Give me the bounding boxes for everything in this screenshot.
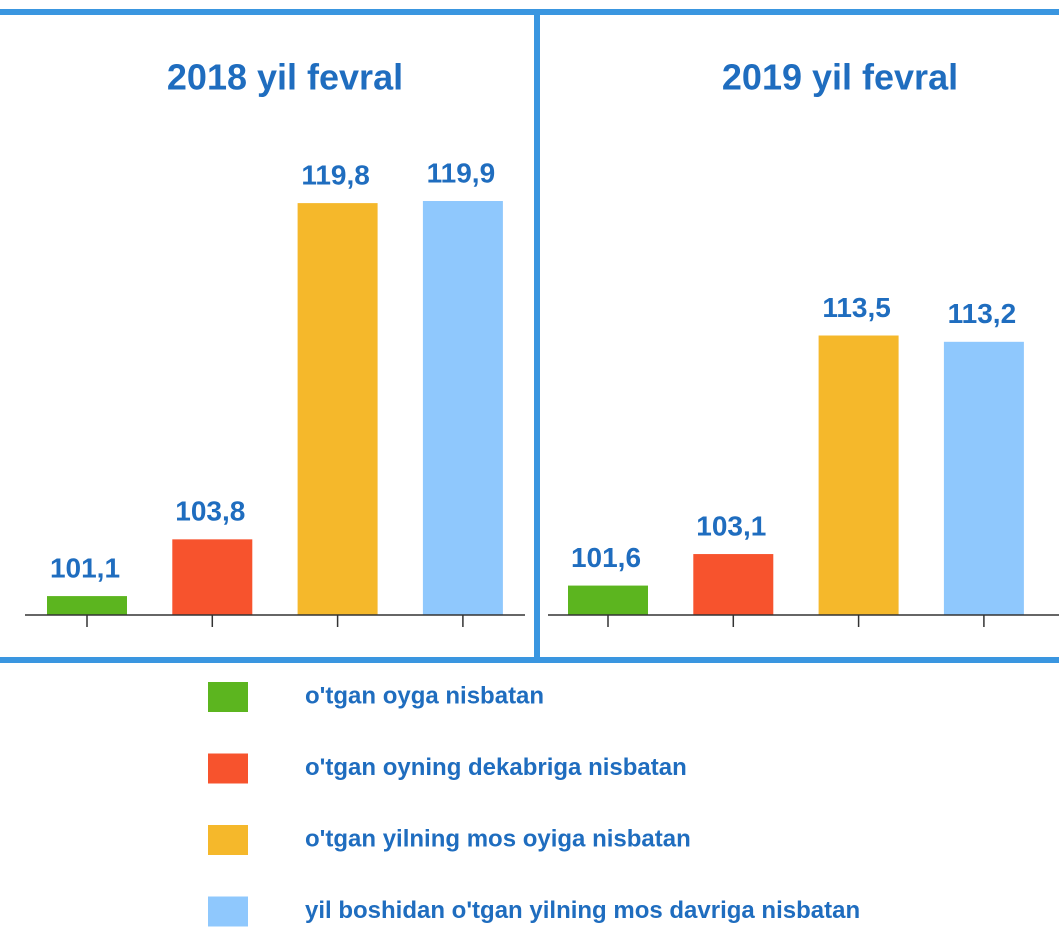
bar <box>422 201 503 615</box>
value-label: 113,5 <box>822 292 891 323</box>
legend-label: yil boshidan o'tgan yilning mos davriga … <box>305 897 860 924</box>
top-border <box>0 9 1059 15</box>
bottom-border <box>0 657 1059 663</box>
chart-title: 2019 yil fevral <box>722 57 958 98</box>
value-label: 119,8 <box>301 160 370 191</box>
bar <box>172 539 253 615</box>
value-label: 113,2 <box>948 298 1017 329</box>
bar <box>943 341 1024 615</box>
value-label: 101,6 <box>571 542 641 573</box>
value-label: 119,9 <box>427 157 496 188</box>
legend-swatch <box>208 825 248 855</box>
legend-label: o'tgan oyga nisbatan <box>305 682 544 709</box>
bar <box>693 554 774 615</box>
legend-label: o'tgan yilning mos oyiga nisbatan <box>305 825 691 852</box>
divider <box>534 9 540 663</box>
legend-swatch <box>208 682 248 712</box>
bar <box>818 335 899 615</box>
legend-swatch <box>208 896 248 927</box>
bar <box>568 585 648 615</box>
bar <box>47 596 127 615</box>
legend-swatch <box>208 753 248 784</box>
legend-label: o'tgan oyning dekabriga nisbatan <box>305 754 687 781</box>
bar <box>297 203 378 615</box>
value-label: 103,8 <box>175 496 245 527</box>
chart-title: 2018 yil fevral <box>167 57 403 98</box>
value-label: 101,1 <box>50 552 120 583</box>
value-label: 103,1 <box>696 510 766 541</box>
